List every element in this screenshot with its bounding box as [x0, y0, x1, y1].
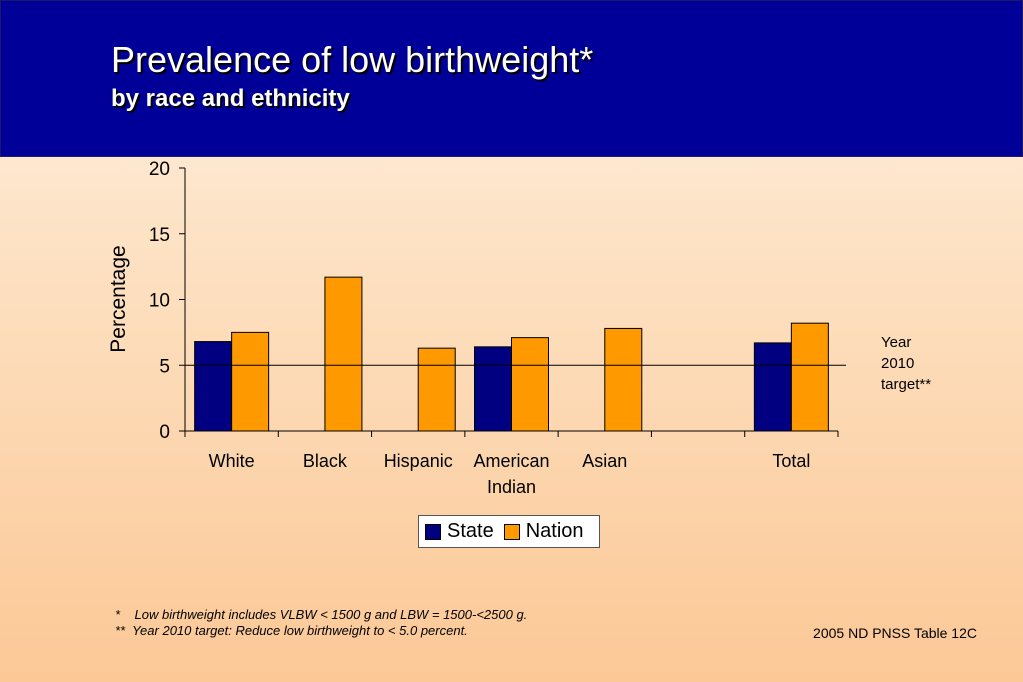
source-citation: 2005 ND PNSS Table 12C — [813, 625, 977, 641]
axes-layer: 0 5 10 15 20 White Black Hispanic American Indian… — [149, 159, 839, 497]
legend-swatch-state — [425, 523, 441, 540]
x-category-label: White — [209, 451, 255, 471]
y-tick-label: 5 — [159, 356, 170, 377]
x-category-label: Black — [303, 451, 348, 471]
legend-item-state: State — [425, 520, 494, 543]
bar-nation-6 — [790, 322, 829, 432]
bars-layer — [194, 276, 829, 432]
x-category-label: Hispanic — [384, 451, 453, 471]
legend-item-nation: Nation — [503, 520, 584, 543]
footnote-definition: * Low birthweight includes VLBW < 1500 g… — [115, 607, 528, 622]
footnote-target: ** Year 2010 target: Reduce low birthwei… — [115, 623, 468, 638]
x-category-label: American — [473, 451, 549, 471]
x-category-label: Indian — [487, 477, 536, 497]
slide-title: Prevalence of low birthweight* — [111, 39, 594, 80]
bar-nation-3 — [511, 337, 549, 432]
y-tick-label: 0 — [159, 422, 170, 443]
chart-legend: State Nation — [418, 515, 600, 548]
bar-nation-1 — [324, 276, 363, 432]
bar-state-0 — [194, 341, 233, 432]
y-tick-label: 10 — [149, 291, 170, 312]
x-category-label: Total — [772, 451, 810, 471]
bar-state-3 — [474, 346, 512, 432]
bar-nation-4 — [604, 327, 643, 432]
target-annotation: Year 2010 target** — [881, 334, 932, 393]
y-axis-label: Percentage — [107, 245, 130, 352]
bar-state-6 — [753, 342, 792, 432]
legend-label-state: State — [447, 520, 494, 542]
bar-nation-0 — [231, 331, 270, 432]
legend-label-nation: Nation — [525, 520, 584, 542]
x-category-label: Asian — [582, 451, 627, 471]
bar-nation-2 — [417, 347, 456, 432]
title-banner: Prevalence of low birthweight* by race a… — [0, 0, 1023, 157]
legend-swatch-nation — [503, 523, 520, 540]
y-tick-label: 20 — [149, 159, 170, 180]
y-tick-label: 15 — [149, 225, 170, 246]
slide-subtitle: by race and ethnicity — [111, 85, 350, 112]
